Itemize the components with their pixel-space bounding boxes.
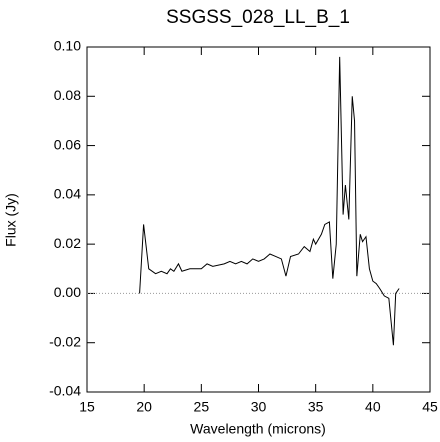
- x-tick-label: 30: [251, 399, 267, 415]
- x-tick-label: 45: [422, 399, 438, 415]
- x-axis-label: Wavelength (microns): [190, 421, 326, 437]
- y-tick-label: -0.04: [49, 383, 81, 399]
- x-tick-label: 25: [194, 399, 210, 415]
- x-tick-label: 20: [136, 399, 152, 415]
- chart-title: SSGSS_028_LL_B_1: [166, 7, 350, 28]
- x-tick-label: 40: [365, 399, 381, 415]
- x-tick-label: 15: [79, 399, 95, 415]
- y-tick-label: 0.10: [54, 38, 81, 54]
- y-tick-label: 0.00: [54, 284, 81, 300]
- plot-frame: [86, 46, 431, 393]
- y-tick-label: 0.04: [54, 186, 81, 202]
- y-tick-label: 0.02: [54, 235, 81, 251]
- y-tick-label: 0.06: [54, 136, 81, 152]
- y-tick-label: 0.08: [54, 87, 81, 103]
- y-tick-label: -0.02: [49, 333, 81, 349]
- x-tick-label: 35: [308, 399, 324, 415]
- spectrum-line: [139, 56, 400, 346]
- y-axis-label: Flux (Jy): [3, 193, 19, 247]
